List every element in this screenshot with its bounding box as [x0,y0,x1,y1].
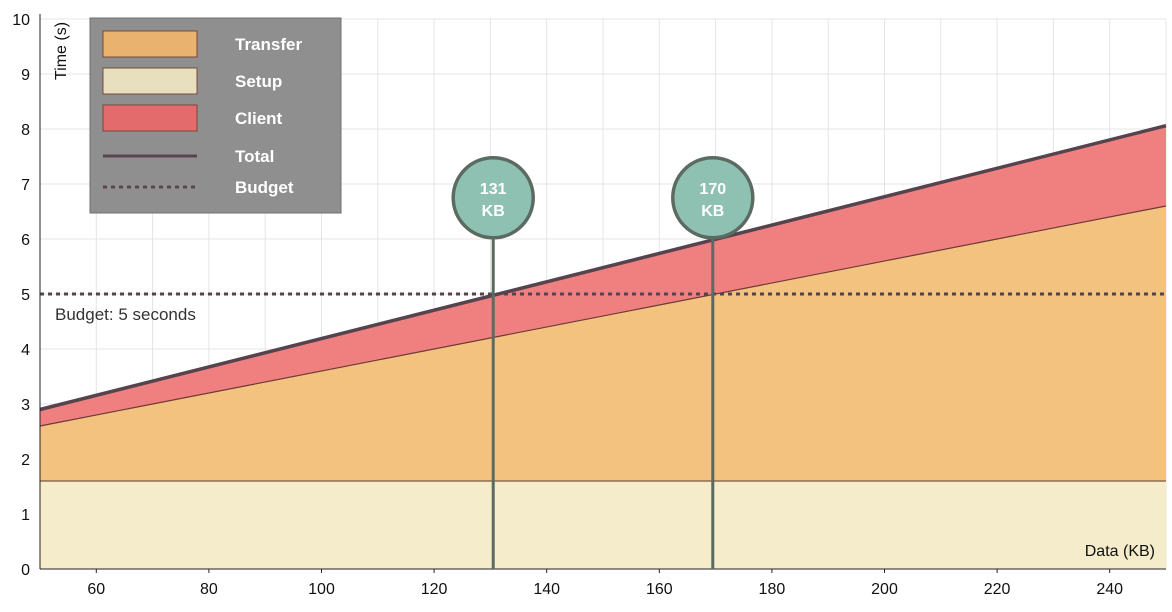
legend: Transfer Setup Client Total Budget [89,17,342,214]
x-tick-label: 200 [871,581,898,598]
legend-label: Budget [235,178,294,197]
area-transfer [40,206,1166,481]
budget-label: Budget: 5 seconds [55,305,196,324]
marker-1: 170 KB [671,156,755,569]
y-tick-label: 7 [21,177,30,194]
marker-circle [671,156,755,240]
legend-item-client: Client [102,104,283,132]
x-tick-label: 160 [646,581,673,598]
legend-item-transfer: Transfer [102,30,302,58]
line-total [39,124,1167,412]
x-tick-label: 60 [87,581,105,598]
y-tick-label: 10 [12,12,30,29]
legend-item-budget: Budget [103,178,294,197]
marker-circle [451,156,535,240]
x-tick-label: 240 [1096,581,1123,598]
legend-label: Client [235,109,283,128]
y-tick-label: 1 [21,507,30,524]
legend-swatch [102,104,198,132]
y-tick-label: 8 [21,122,30,139]
area-client [40,125,1166,426]
area-setup [40,481,1166,569]
line-transfer-top [39,205,1167,427]
legend-item-setup: Setup [102,67,282,95]
areas [40,125,1166,569]
marker-0: 131 KB [451,156,535,569]
x-tick-label: 180 [759,581,786,598]
legend-item-total: Total [103,147,274,166]
x-tick-label: 80 [200,581,218,598]
y-tick-label: 4 [21,342,30,359]
legend-label: Setup [235,72,282,91]
x-tick-label: 220 [984,581,1011,598]
y-tick-label: 2 [21,452,30,469]
x-axis-label: Data (KB) [1085,543,1155,560]
x-tick-label: 120 [421,581,448,598]
marker-label: 170 [699,181,726,198]
marker-unit: KB [482,203,505,220]
x-tick-label: 100 [308,581,335,598]
markers: 131 KB 170 KB [451,156,755,569]
y-tick-label: 9 [21,67,30,84]
legend-swatch [102,67,198,95]
y-tick-label: 5 [21,287,30,304]
legend-label: Transfer [235,35,302,54]
y-tick-label: 0 [21,562,30,579]
axes: 0 1 2 3 4 5 6 7 8 9 10 60 80 100 120 140 160 180 200 220 240 [12,12,1166,598]
legend-label: Total [235,147,274,166]
marker-unit: KB [701,203,724,220]
y-axis-label: Time (s) [53,22,70,80]
y-tick-label: 3 [21,397,30,414]
x-tick-label: 140 [533,581,560,598]
series-lines [39,124,1167,482]
marker-label: 131 [480,181,507,198]
legend-swatch [102,30,198,58]
y-tick-label: 6 [21,232,30,249]
